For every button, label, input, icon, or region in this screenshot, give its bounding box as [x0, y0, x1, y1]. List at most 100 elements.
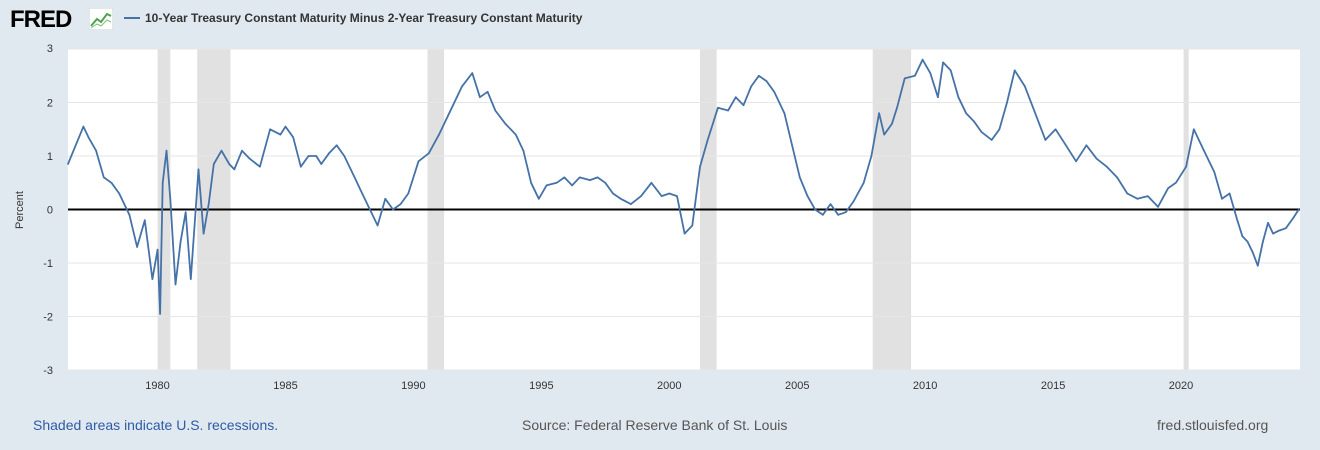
data-point — [74, 144, 77, 147]
legend-series-label: 10-Year Treasury Constant Maturity Minus… — [145, 11, 583, 25]
data-point — [213, 163, 215, 165]
data-point — [300, 165, 302, 168]
data-point — [1106, 165, 1108, 168]
data-point — [980, 131, 983, 133]
data-point — [165, 149, 168, 152]
data-point — [228, 163, 230, 165]
data-point — [1285, 227, 1287, 230]
data-point — [427, 152, 430, 155]
data-point — [765, 80, 768, 82]
x-tick-label: 2020 — [1169, 380, 1193, 392]
data-point — [783, 112, 786, 114]
data-point — [822, 214, 824, 216]
data-point — [891, 123, 893, 125]
data-point — [596, 176, 599, 179]
data-point — [1065, 144, 1067, 147]
data-point — [619, 198, 622, 200]
data-point — [949, 69, 952, 72]
data-point — [852, 200, 855, 203]
data-point — [878, 112, 880, 114]
x-tick-label: 1995 — [529, 380, 553, 392]
data-point — [937, 96, 939, 98]
data-point — [965, 112, 967, 114]
data-point — [471, 72, 474, 74]
data-point — [384, 198, 387, 200]
data-point — [1075, 160, 1077, 163]
y-tick-label: 1 — [47, 151, 53, 163]
data-point — [1213, 171, 1216, 173]
data-point — [67, 163, 69, 165]
data-point — [399, 203, 402, 205]
chart-area[interactable]: -3 -2 -1 0 1 2 3 1980 1985 1990 1995 2000 2005 2010 2… — [0, 0, 1320, 410]
data-point — [798, 176, 801, 179]
data-point — [376, 224, 379, 227]
data-point — [1203, 149, 1205, 152]
data-point — [806, 195, 809, 197]
data-point — [845, 211, 847, 213]
data-point — [392, 208, 394, 211]
data-point — [1006, 101, 1008, 104]
data-point — [706, 139, 709, 141]
y-axis-ticks: -3 -2 -1 0 1 2 3 — [43, 43, 53, 377]
data-point — [307, 155, 310, 157]
data-point — [486, 91, 489, 93]
data-point — [1251, 251, 1254, 254]
data-point — [169, 198, 172, 200]
data-point — [676, 195, 678, 197]
data-point — [1241, 235, 1244, 238]
data-point — [612, 192, 614, 195]
data-point — [630, 203, 632, 205]
data-point — [190, 278, 192, 280]
line-chart-icon — [89, 8, 113, 30]
data-point — [451, 107, 453, 109]
data-point — [537, 198, 540, 200]
data-point — [1085, 144, 1088, 147]
y-tick-label: -1 — [43, 258, 53, 270]
data-point — [461, 85, 463, 88]
data-point — [604, 181, 607, 184]
data-point — [353, 176, 356, 179]
site-link[interactable]: fred.stlouisfed.org — [1157, 417, 1269, 433]
data-point — [717, 107, 719, 109]
data-point — [1262, 240, 1264, 243]
recession-note-link[interactable]: Shaded areas indicate U.S. recessions. — [33, 417, 279, 433]
data-point — [735, 96, 737, 98]
data-point — [862, 181, 865, 184]
data-point — [369, 208, 371, 211]
data-point — [883, 133, 886, 136]
data-point — [343, 155, 346, 157]
data-point — [814, 208, 816, 211]
chart-legend[interactable]: 10-Year Treasury Constant Maturity Minus… — [124, 11, 582, 25]
data-point — [220, 149, 223, 152]
data-point — [315, 155, 317, 157]
data-point — [197, 168, 200, 171]
data-point — [335, 144, 338, 147]
data-point — [563, 176, 566, 179]
data-point — [1185, 165, 1187, 168]
data-point — [578, 176, 581, 179]
data-point — [269, 128, 271, 131]
y-axis-label: Percent — [14, 191, 26, 229]
data-point — [161, 181, 164, 184]
data-point — [1136, 198, 1139, 200]
data-point — [1292, 216, 1295, 219]
data-point — [279, 133, 282, 136]
data-point — [914, 74, 916, 77]
data-point — [522, 149, 525, 152]
data-point — [957, 96, 960, 98]
data-point — [837, 214, 839, 216]
data-point — [1095, 157, 1098, 160]
data-point — [494, 109, 497, 112]
data-point — [571, 184, 573, 187]
data-point — [727, 109, 729, 112]
data-point — [1175, 181, 1177, 184]
data-point — [929, 72, 932, 74]
data-point — [504, 123, 507, 125]
fred-logo[interactable]: FRED — [10, 6, 72, 33]
x-axis-ticks: 1980 1985 1990 1995 2000 2005 2010 2015 2020 — [145, 380, 1193, 392]
data-point — [1116, 176, 1118, 179]
data-point — [1221, 198, 1223, 200]
data-point — [202, 232, 205, 235]
data-point — [1228, 192, 1231, 195]
data-point — [1167, 187, 1170, 189]
